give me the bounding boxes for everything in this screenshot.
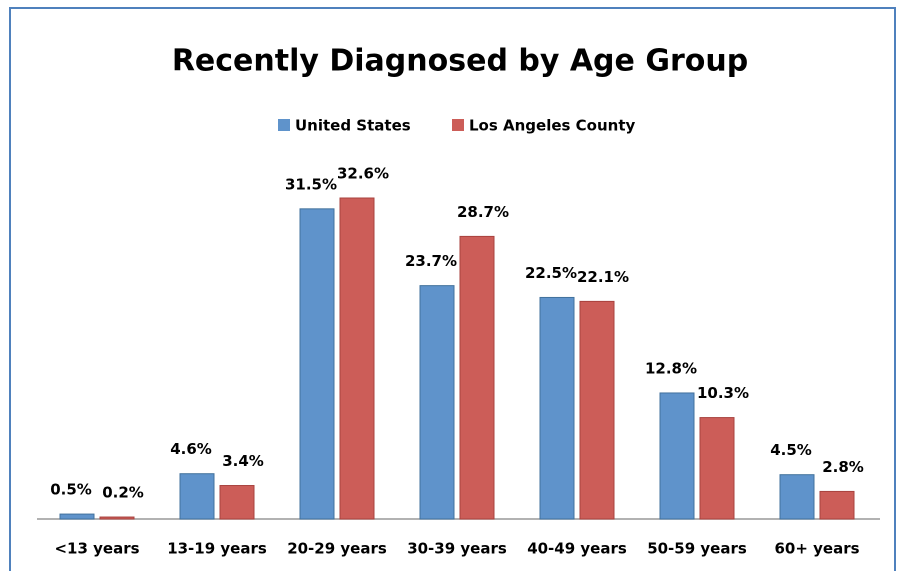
bar: [579, 300, 615, 520]
chart-title: Recently Diagnosed by Age Group: [172, 44, 748, 79]
bar: [339, 197, 375, 520]
bar: [539, 296, 575, 520]
data-label: 28.7%: [457, 203, 509, 221]
bar: [99, 516, 135, 520]
data-label: 23.7%: [405, 252, 457, 270]
x-tick-label: 60+ years: [774, 540, 859, 558]
data-label: 4.5%: [770, 441, 812, 459]
bar: [699, 417, 735, 520]
data-label: 22.5%: [525, 264, 577, 282]
bar: [819, 490, 855, 520]
legend-swatch: [278, 119, 290, 131]
data-label: 22.1%: [577, 268, 629, 286]
data-label: 2.8%: [822, 458, 864, 476]
bar: [419, 285, 455, 520]
data-label: 31.5%: [285, 175, 337, 193]
data-label: 3.4%: [222, 452, 264, 470]
bar: [179, 473, 215, 520]
data-label: 0.2%: [102, 484, 144, 502]
data-label: 0.5%: [50, 481, 92, 499]
bar: [659, 392, 695, 520]
bar: [779, 474, 815, 520]
x-tick-label: <13 years: [54, 540, 139, 558]
legend-label: United States: [295, 117, 411, 135]
data-label: 32.6%: [337, 165, 389, 183]
x-tick-label: 40-49 years: [527, 540, 627, 558]
x-tick-label: 30-39 years: [407, 540, 507, 558]
chart-border: [9, 7, 896, 571]
bar: [459, 235, 495, 520]
bar: [59, 513, 95, 520]
legend-label: Los Angeles County: [469, 117, 636, 135]
x-tick-label: 13-19 years: [167, 540, 267, 558]
bar: [219, 485, 255, 520]
bar: [299, 208, 335, 520]
x-tick-label: 50-59 years: [647, 540, 747, 558]
data-label: 12.8%: [645, 359, 697, 377]
data-label: 4.6%: [170, 440, 212, 458]
legend-swatch: [452, 119, 464, 131]
data-label: 10.3%: [697, 384, 749, 402]
x-tick-label: 20-29 years: [287, 540, 387, 558]
